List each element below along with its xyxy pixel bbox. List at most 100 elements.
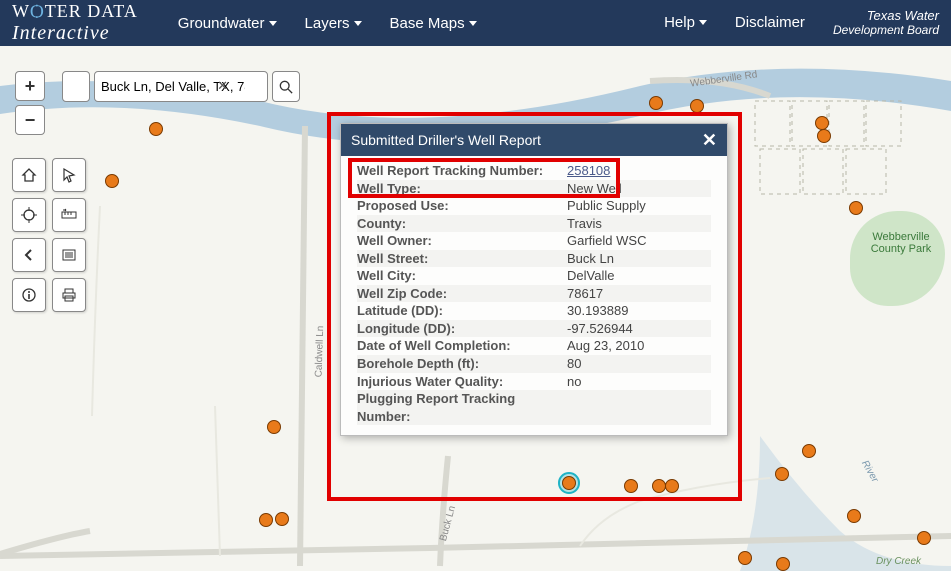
- zoom-in-button[interactable]: +: [15, 71, 45, 101]
- nav-disclaimer[interactable]: Disclaimer: [735, 14, 805, 31]
- popup-row-label: Latitude (DD):: [357, 302, 567, 320]
- well-marker[interactable]: [267, 420, 281, 434]
- popup-row: Date of Well Completion:Aug 23, 2010: [357, 337, 711, 355]
- well-marker[interactable]: [624, 479, 638, 493]
- chevron-down-icon: [269, 21, 277, 26]
- chevron-down-icon: [469, 21, 477, 26]
- popup-header[interactable]: Submitted Driller's Well Report ✕: [341, 124, 727, 156]
- well-marker[interactable]: [649, 96, 663, 110]
- popup-row-value: Public Supply: [567, 197, 711, 215]
- popup-row-label: Well Zip Code:: [357, 285, 567, 303]
- brand-logo[interactable]: WѺTER DATA Interactive: [12, 1, 138, 45]
- well-marker[interactable]: [105, 174, 119, 188]
- search-icon: [279, 80, 293, 94]
- well-marker[interactable]: [652, 479, 666, 493]
- clear-icon[interactable]: ✕: [217, 78, 228, 94]
- search-button[interactable]: [272, 71, 300, 102]
- well-marker[interactable]: [847, 509, 861, 523]
- popup-row: Well Street:Buck Ln: [357, 250, 711, 268]
- well-marker[interactable]: [815, 116, 829, 130]
- nav-groundwater[interactable]: Groundwater: [178, 15, 277, 32]
- well-marker[interactable]: [738, 551, 752, 565]
- popup-row-label: Well Street:: [357, 250, 567, 268]
- nav-secondary: Help Disclaimer Texas Water Development …: [664, 9, 939, 36]
- zoom-controls: + −: [15, 71, 45, 135]
- popup-row: Plugging Report Tracking Number:: [357, 390, 711, 425]
- info-button[interactable]: [12, 278, 46, 312]
- tracking-number-link[interactable]: 258108: [567, 163, 610, 178]
- popup-row-label: Well Report Tracking Number:: [357, 162, 567, 180]
- well-marker[interactable]: [917, 531, 931, 545]
- crosshair-icon: [21, 207, 37, 223]
- measure-button[interactable]: [52, 198, 86, 232]
- park-label: Webberville County Park: [865, 231, 937, 255]
- popup-row-label: Borehole Depth (ft):: [357, 355, 567, 373]
- popup-row: Borehole Depth (ft):80: [357, 355, 711, 373]
- close-icon[interactable]: ✕: [702, 130, 717, 151]
- chevron-down-icon: [72, 84, 80, 89]
- home-extent-button[interactable]: [12, 158, 46, 192]
- popup-row-value: DelValle: [567, 267, 711, 285]
- popup-row-label: Injurious Water Quality:: [357, 373, 567, 391]
- well-marker[interactable]: [665, 479, 679, 493]
- list-icon: [61, 247, 77, 263]
- navbar: WѺTER DATA Interactive Groundwater Layer…: [0, 0, 951, 46]
- water-drop-icon: Ѻ: [30, 1, 45, 21]
- chevron-left-icon: [21, 247, 37, 263]
- well-marker[interactable]: [817, 129, 831, 143]
- popup-row-value: Aug 23, 2010: [567, 337, 711, 355]
- chevron-down-icon: [354, 21, 362, 26]
- well-marker[interactable]: [690, 99, 704, 113]
- well-marker[interactable]: [849, 201, 863, 215]
- map-canvas[interactable]: Webberville County Park Caldwell Ln Buck…: [0, 46, 951, 571]
- popup-row-value: New Well: [567, 180, 711, 198]
- chevron-down-icon: [699, 20, 707, 25]
- nav-basemaps[interactable]: Base Maps: [390, 15, 477, 32]
- creek-label: Dry Creek: [876, 556, 921, 567]
- select-button[interactable]: [52, 158, 86, 192]
- popup-row-label: Proposed Use:: [357, 197, 567, 215]
- popup-row-value: 30.193889: [567, 302, 711, 320]
- popup-row-value: 80: [567, 355, 711, 373]
- popup-row-value: 78617: [567, 285, 711, 303]
- popup-row-value: 258108: [567, 162, 711, 180]
- well-marker[interactable]: [275, 512, 289, 526]
- previous-extent-button[interactable]: [12, 238, 46, 272]
- road-label-caldwell: Caldwell Ln: [313, 325, 326, 377]
- popup-row-label: Well Type:: [357, 180, 567, 198]
- well-marker[interactable]: [775, 467, 789, 481]
- well-marker[interactable]: [149, 122, 163, 136]
- popup-row-label: County:: [357, 215, 567, 233]
- print-button[interactable]: [52, 278, 86, 312]
- search-input[interactable]: [94, 71, 268, 102]
- popup-row-value: [567, 390, 711, 425]
- search-mode-toggle[interactable]: [62, 71, 90, 102]
- popup-row-value: -97.526944: [567, 320, 711, 338]
- popup-title: Submitted Driller's Well Report: [351, 132, 541, 148]
- nav-help[interactable]: Help: [664, 14, 707, 31]
- well-marker[interactable]: [802, 444, 816, 458]
- popup-row: Longitude (DD):-97.526944: [357, 320, 711, 338]
- popup-row-label: Date of Well Completion:: [357, 337, 567, 355]
- well-marker[interactable]: [776, 557, 790, 571]
- ruler-icon: [61, 207, 77, 223]
- popup-row: County:Travis: [357, 215, 711, 233]
- twdb-logo[interactable]: Texas Water Development Board: [833, 9, 939, 36]
- print-icon: [61, 287, 77, 303]
- well-marker[interactable]: [259, 513, 273, 527]
- zoom-out-button[interactable]: −: [15, 105, 45, 135]
- nav-layers[interactable]: Layers: [305, 15, 362, 32]
- legend-button[interactable]: [52, 238, 86, 272]
- feature-popup: Submitted Driller's Well Report ✕ Well R…: [340, 123, 728, 436]
- popup-row: Proposed Use:Public Supply: [357, 197, 711, 215]
- popup-row-value: Buck Ln: [567, 250, 711, 268]
- popup-row: Injurious Water Quality:no: [357, 373, 711, 391]
- nav-primary: Groundwater Layers Base Maps: [178, 15, 477, 32]
- tool-palette: [12, 158, 86, 312]
- well-marker[interactable]: [562, 476, 576, 490]
- popup-row: Well Type:New Well: [357, 180, 711, 198]
- popup-row-value: no: [567, 373, 711, 391]
- info-icon: [21, 287, 37, 303]
- home-icon: [21, 167, 37, 183]
- locate-button[interactable]: [12, 198, 46, 232]
